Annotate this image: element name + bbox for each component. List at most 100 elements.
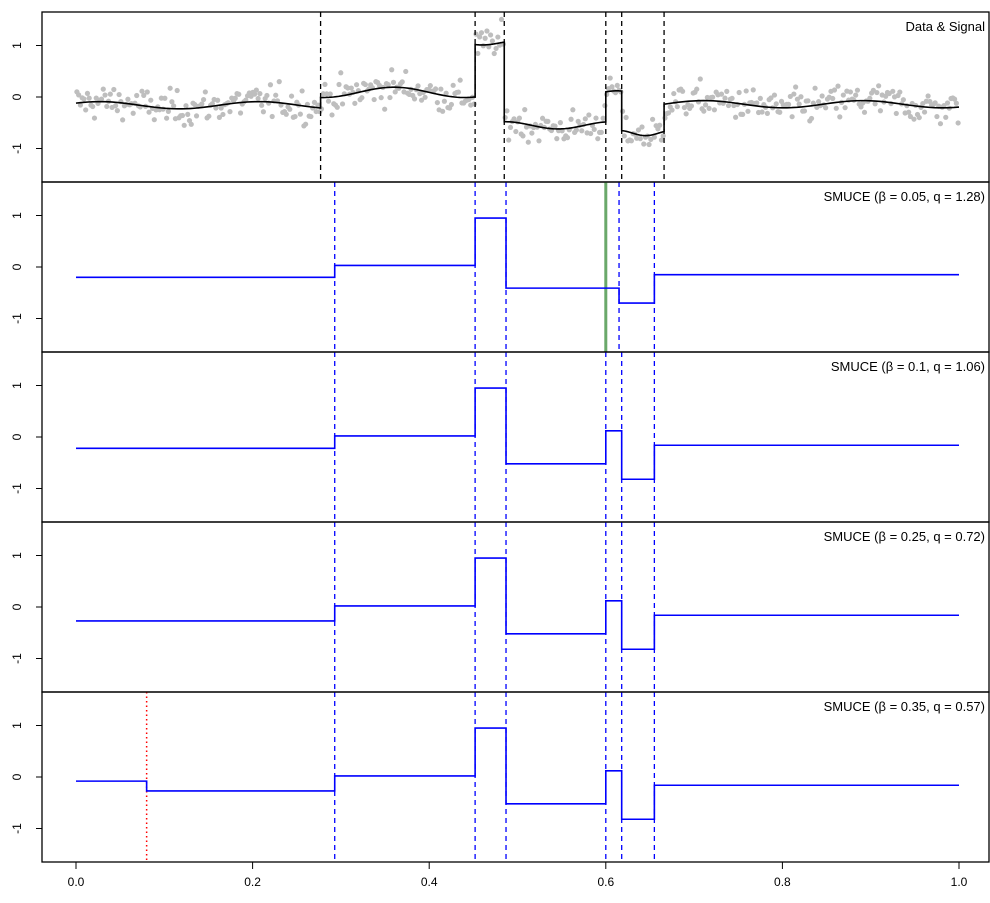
- data-point: [808, 115, 815, 122]
- data-point: [837, 114, 843, 120]
- data-point: [325, 98, 332, 104]
- panel-frame: [41, 351, 990, 523]
- data-point: [98, 96, 105, 102]
- data-point: [745, 108, 751, 114]
- data-point: [438, 86, 444, 92]
- data-point: [495, 34, 501, 40]
- data-point: [764, 110, 770, 116]
- data-point: [146, 109, 152, 115]
- data-point: [539, 115, 546, 121]
- data-point: [315, 102, 321, 108]
- data-point: [392, 89, 398, 95]
- data-point: [570, 107, 576, 113]
- data-point: [199, 101, 205, 107]
- data-point: [877, 108, 884, 114]
- data-point: [893, 110, 899, 117]
- y-tick-label: -1: [10, 483, 24, 494]
- data-point: [831, 87, 838, 93]
- data-point: [440, 108, 446, 114]
- data-point: [771, 92, 778, 98]
- data-point: [134, 92, 140, 99]
- x-tick-label: 0.6: [597, 875, 614, 889]
- data-point: [443, 90, 449, 96]
- data-point: [83, 107, 89, 113]
- data-point: [953, 100, 959, 106]
- data-point: [511, 116, 517, 122]
- data-point: [183, 103, 189, 109]
- data-point: [921, 109, 928, 115]
- data-point: [371, 96, 377, 103]
- data-point: [329, 112, 335, 118]
- data-point: [598, 129, 604, 135]
- data-point: [433, 86, 439, 92]
- data-point: [427, 83, 433, 89]
- data-point: [697, 76, 703, 82]
- data-point: [141, 92, 147, 98]
- data-point: [348, 85, 354, 91]
- data-point: [303, 121, 309, 127]
- data-point: [457, 77, 463, 83]
- data-point: [853, 92, 859, 98]
- data-point: [789, 114, 795, 120]
- data-point: [362, 81, 368, 88]
- data-point: [167, 85, 173, 91]
- data-point: [943, 114, 949, 120]
- data-point: [796, 101, 802, 107]
- data-point: [100, 86, 106, 92]
- panel-frame: [41, 691, 990, 863]
- data-point: [671, 90, 677, 97]
- data-point: [757, 95, 763, 101]
- data-point: [480, 43, 486, 49]
- data-point: [614, 82, 620, 89]
- data-point: [487, 32, 494, 38]
- data-point: [382, 106, 388, 112]
- data-point: [688, 103, 695, 109]
- data-point: [819, 93, 825, 99]
- data-point: [623, 114, 629, 121]
- data-point: [311, 99, 318, 105]
- data-point: [502, 114, 508, 121]
- data-point: [169, 99, 175, 105]
- step-estimate-line: [76, 217, 959, 304]
- panel-4: -1 0 1 SMUCE (β = 0.25, q = 0.72): [10, 521, 990, 693]
- data-point: [536, 138, 542, 144]
- data-point: [322, 81, 328, 87]
- data-point: [759, 109, 765, 115]
- y-tick-label: 1: [10, 382, 24, 389]
- data-point: [897, 89, 903, 95]
- data-point: [378, 95, 384, 101]
- y-tick-label: -1: [10, 313, 24, 324]
- data-point: [216, 114, 223, 120]
- x-tick-label: 0.0: [68, 875, 85, 889]
- data-point: [773, 101, 779, 107]
- data-point: [148, 97, 154, 103]
- data-point: [491, 50, 497, 57]
- data-point: [76, 92, 82, 98]
- y-tick-label: 1: [10, 42, 24, 49]
- data-point: [327, 91, 333, 97]
- data-point: [785, 101, 792, 107]
- data-point: [552, 123, 558, 129]
- panel-content: [76, 522, 959, 692]
- data-point: [607, 75, 613, 81]
- data-point: [209, 101, 215, 107]
- data-point: [130, 110, 136, 116]
- data-point: [120, 117, 126, 123]
- data-point: [621, 133, 627, 139]
- data-point: [854, 87, 861, 93]
- data-point: [658, 137, 665, 143]
- data-point: [259, 102, 265, 108]
- data-point: [111, 86, 117, 93]
- data-point: [215, 97, 221, 103]
- data-point: [718, 91, 725, 97]
- data-point: [475, 50, 481, 57]
- data-point: [336, 81, 342, 88]
- data-point: [255, 95, 261, 102]
- panel-content: [76, 692, 959, 862]
- data-point: [308, 113, 314, 120]
- data-point: [299, 88, 305, 94]
- data-point: [276, 79, 282, 85]
- data-point: [81, 96, 87, 102]
- data-point: [77, 102, 83, 108]
- data-point: [750, 87, 756, 93]
